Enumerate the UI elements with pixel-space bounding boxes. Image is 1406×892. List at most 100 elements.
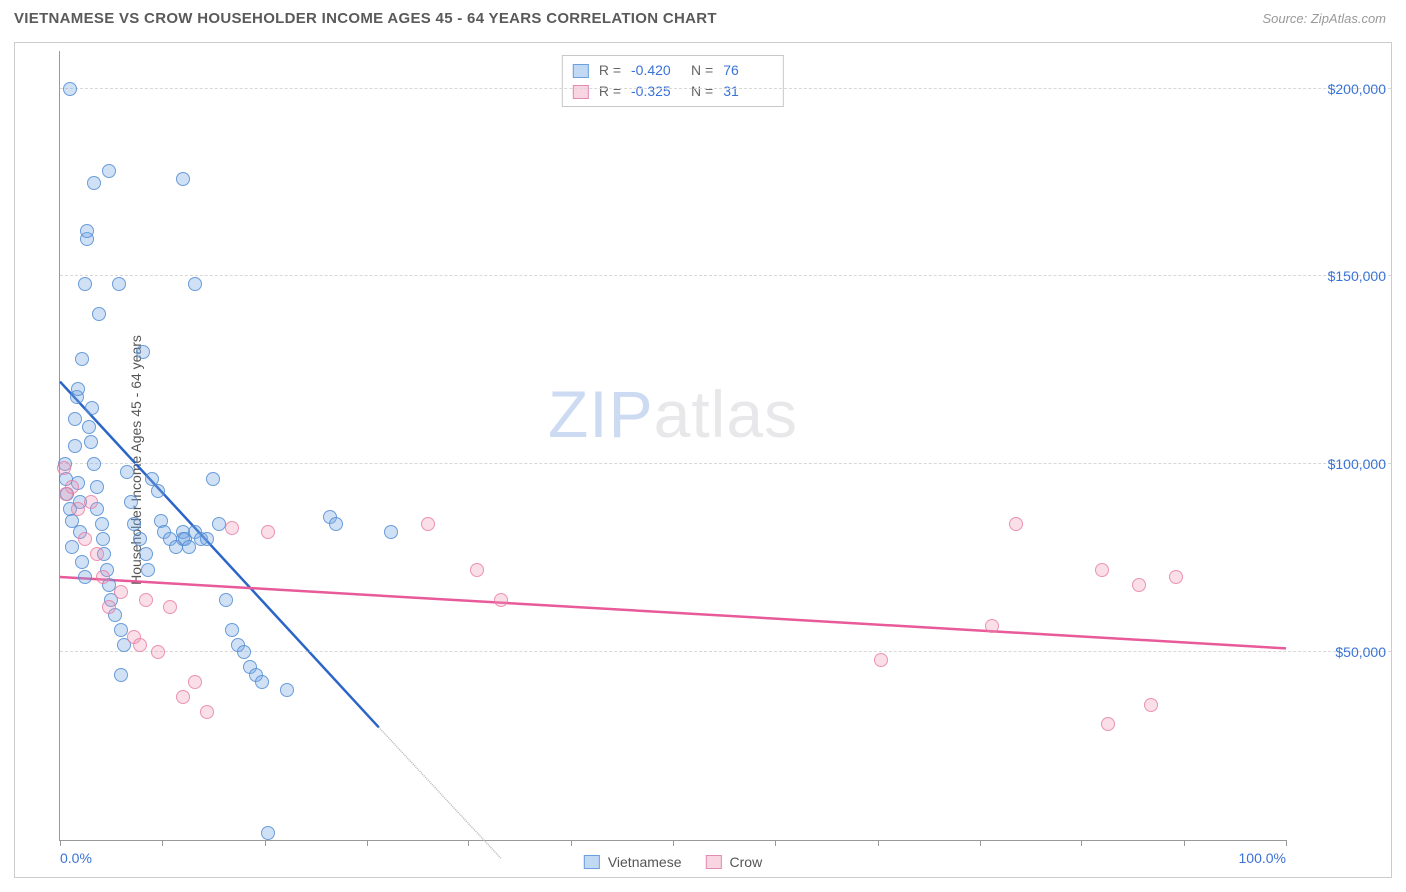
scatter-point <box>188 675 202 689</box>
x-tick-label: 100.0% <box>1239 850 1286 866</box>
scatter-point <box>200 532 214 546</box>
scatter-point <box>421 517 435 531</box>
legend-swatch-series1 <box>584 855 600 869</box>
x-tick <box>1184 840 1185 846</box>
y-tick-label: $200,000 <box>1296 81 1386 97</box>
scatter-point <box>127 517 141 531</box>
x-tick <box>980 840 981 846</box>
scatter-point <box>384 525 398 539</box>
x-tick <box>1286 840 1287 846</box>
scatter-point <box>96 532 110 546</box>
trend-line-dashed <box>379 727 502 859</box>
scatter-point <box>470 563 484 577</box>
legend-item-series1: Vietnamese <box>584 854 682 870</box>
x-tick <box>265 840 266 846</box>
scatter-point <box>84 495 98 509</box>
bottom-legend: Vietnamese Crow <box>584 854 762 870</box>
scatter-point <box>141 563 155 577</box>
scatter-point <box>84 435 98 449</box>
scatter-point <box>136 345 150 359</box>
scatter-point <box>75 352 89 366</box>
scatter-point <box>78 570 92 584</box>
stat-n-series1: 76 <box>723 60 773 81</box>
scatter-point <box>78 277 92 291</box>
x-tick <box>367 840 368 846</box>
plot-area: ZIPatlas R = -0.420 N = 76 R = -0.325 N … <box>59 51 1286 841</box>
stat-label-n: N = <box>691 81 713 102</box>
scatter-point <box>237 645 251 659</box>
scatter-point <box>75 555 89 569</box>
scatter-point <box>87 457 101 471</box>
scatter-point <box>874 653 888 667</box>
gridline-h <box>60 88 1391 89</box>
scatter-point <box>151 645 165 659</box>
swatch-series1 <box>573 64 589 78</box>
scatter-point <box>1144 698 1158 712</box>
scatter-point <box>139 593 153 607</box>
scatter-point <box>90 480 104 494</box>
y-tick-label: $150,000 <box>1296 268 1386 284</box>
scatter-point <box>255 675 269 689</box>
scatter-point <box>124 495 138 509</box>
stat-label-n: N = <box>691 60 713 81</box>
scatter-point <box>63 82 77 96</box>
scatter-point <box>163 600 177 614</box>
scatter-point <box>219 593 233 607</box>
scatter-point <box>494 593 508 607</box>
scatter-point <box>188 277 202 291</box>
scatter-point <box>96 570 110 584</box>
scatter-point <box>200 705 214 719</box>
scatter-point <box>1095 563 1109 577</box>
watermark-part2: atlas <box>654 377 798 451</box>
scatter-point <box>1101 717 1115 731</box>
x-tick <box>878 840 879 846</box>
scatter-point <box>176 172 190 186</box>
x-tick <box>775 840 776 846</box>
scatter-point <box>261 525 275 539</box>
scatter-point <box>114 668 128 682</box>
y-tick-label: $100,000 <box>1296 456 1386 472</box>
scatter-point <box>985 619 999 633</box>
trend-line <box>60 577 1286 648</box>
legend-swatch-series2 <box>706 855 722 869</box>
scatter-point <box>65 480 79 494</box>
scatter-point <box>92 307 106 321</box>
x-tick <box>162 840 163 846</box>
x-tick-label: 0.0% <box>60 850 92 866</box>
scatter-point <box>1169 570 1183 584</box>
source-attribution: Source: ZipAtlas.com <box>1262 11 1386 26</box>
scatter-point <box>71 382 85 396</box>
scatter-point <box>114 585 128 599</box>
stat-n-series2: 31 <box>723 81 773 102</box>
stat-r-series2: -0.325 <box>631 81 681 102</box>
scatter-point <box>261 826 275 840</box>
legend-item-series2: Crow <box>706 854 763 870</box>
scatter-point <box>112 277 126 291</box>
x-tick <box>571 840 572 846</box>
scatter-point <box>82 420 96 434</box>
scatter-point <box>225 521 239 535</box>
chart-container: Householder Income Ages 45 - 64 years ZI… <box>14 42 1392 878</box>
scatter-point <box>133 532 147 546</box>
scatter-point <box>102 600 116 614</box>
scatter-point <box>176 690 190 704</box>
x-tick <box>673 840 674 846</box>
scatter-point <box>68 412 82 426</box>
stat-label-r: R = <box>599 81 621 102</box>
stat-r-series1: -0.420 <box>631 60 681 81</box>
scatter-point <box>206 472 220 486</box>
stats-row-series1: R = -0.420 N = 76 <box>573 60 773 81</box>
scatter-point <box>57 461 71 475</box>
scatter-point <box>151 484 165 498</box>
stats-row-series2: R = -0.325 N = 31 <box>573 81 773 102</box>
scatter-point <box>87 176 101 190</box>
y-tick-label: $50,000 <box>1296 644 1386 660</box>
stat-label-r: R = <box>599 60 621 81</box>
scatter-point <box>329 517 343 531</box>
watermark-part1: ZIP <box>548 377 654 451</box>
gridline-h <box>60 463 1391 464</box>
gridline-h <box>60 275 1391 276</box>
scatter-point <box>68 439 82 453</box>
scatter-point <box>78 532 92 546</box>
x-tick <box>1081 840 1082 846</box>
